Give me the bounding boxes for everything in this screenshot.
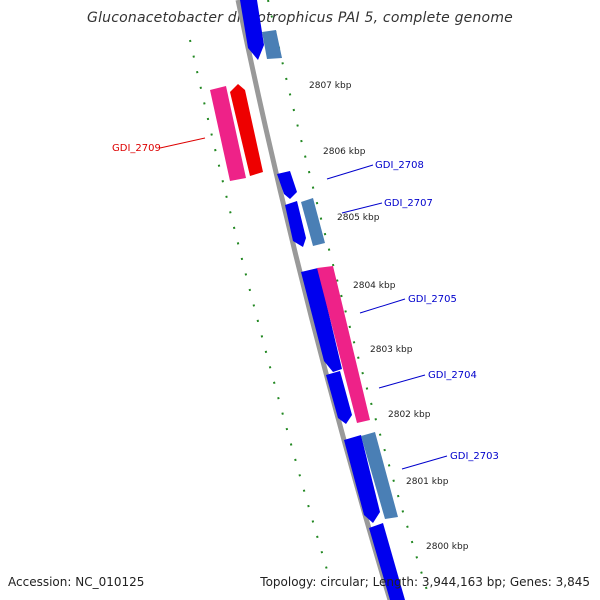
gene-pink-2709[interactable] <box>210 86 246 181</box>
gene-steel-2707[interactable] <box>301 198 325 246</box>
accession-footer: Accession: NC_010125 <box>8 575 144 589</box>
genes-value: 3,845 <box>555 575 590 589</box>
gene-arrow-2703[interactable] <box>344 435 380 523</box>
gene-arrow-2705[interactable] <box>301 268 342 372</box>
tick-label-2805: 2805 kbp <box>337 213 380 223</box>
gene-arrow-bottom[interactable] <box>369 523 405 600</box>
length-label: Length: <box>372 575 419 589</box>
genome-stats-footer: Topology: circular; Length: 3,944,163 bp… <box>260 575 590 589</box>
gene-pink-2705[interactable] <box>317 266 370 423</box>
accession-value: NC_010125 <box>75 575 145 589</box>
gene-label-2709[interactable]: GDI_2709 <box>112 143 161 154</box>
tick-label-2800: 2800 kbp <box>426 542 469 552</box>
leader-2707 <box>341 202 383 214</box>
gene-label-2705[interactable]: GDI_2705 <box>408 294 457 305</box>
tick-label-2801: 2801 kbp <box>406 477 449 487</box>
leader-2705 <box>359 298 406 314</box>
gene-label-2707[interactable]: GDI_2707 <box>384 198 433 209</box>
tick-label-2802: 2802 kbp <box>388 410 431 420</box>
gene-label-2703[interactable]: GDI_2703 <box>450 451 499 462</box>
topology-label: Topology: <box>260 575 317 589</box>
gene-label-2704[interactable]: GDI_2704 <box>428 370 477 381</box>
gene-label-2708[interactable]: GDI_2708 <box>375 160 424 171</box>
topology-value: circular <box>320 575 365 589</box>
accession-label: Accession: <box>8 575 72 589</box>
leader-2708 <box>326 164 374 180</box>
gene-arrow-2708[interactable] <box>277 171 297 199</box>
tick-label-2806: 2806 kbp <box>323 147 366 157</box>
gene-arrow-top[interactable] <box>240 0 264 60</box>
tick-label-2807: 2807 kbp <box>309 81 352 91</box>
gene-red-2709[interactable] <box>230 84 263 176</box>
gene-arrow-2704[interactable] <box>326 371 352 424</box>
tick-label-2803: 2803 kbp <box>370 345 413 355</box>
leader-2704 <box>378 374 426 389</box>
tick-label-2804: 2804 kbp <box>353 281 396 291</box>
leader-2709 <box>159 137 206 149</box>
genes-label: Genes: <box>509 575 552 589</box>
gene-arrow-2708b[interactable] <box>285 201 306 247</box>
leader-2703 <box>401 455 448 470</box>
length-value: 3,944,163 bp <box>421 575 502 589</box>
gene-steel-2703[interactable] <box>361 432 398 519</box>
map-title: Gluconacetobacter diazotrophicus PAI 5, … <box>87 10 513 26</box>
gene-steel-top[interactable] <box>262 30 282 59</box>
